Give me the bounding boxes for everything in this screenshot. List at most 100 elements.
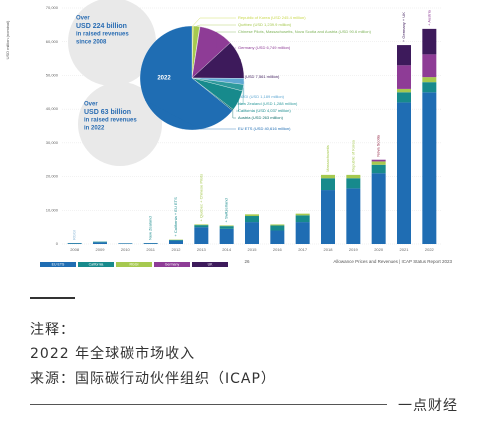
- bar-segment: [346, 178, 361, 189]
- bar-segment: [270, 230, 285, 244]
- pie-label: EU ETS (USD 40,616 million): [238, 126, 291, 131]
- bar-segment: [270, 224, 285, 226]
- legend-label: RGGI: [130, 263, 139, 267]
- bar-segment: [219, 226, 234, 229]
- bar-segment: [219, 225, 234, 227]
- bar-annotation: + Germany + UK: [401, 12, 406, 42]
- bar-segment: [245, 222, 259, 244]
- note-label: 注释：: [30, 322, 75, 338]
- bar-annotation: New Zealand: [148, 216, 153, 240]
- pie-label: California (USD 4,037 million): [238, 108, 291, 113]
- bar-segment: [245, 216, 259, 223]
- x-tick-label: 2013: [197, 247, 207, 252]
- bar-segment: [397, 92, 411, 103]
- callout-circle: [78, 82, 162, 166]
- bar-segment: [93, 241, 107, 243]
- bar-annotation: Massachusetts: [325, 145, 330, 172]
- legend-label: Germany: [165, 263, 180, 267]
- bar-segment: [169, 239, 183, 241]
- bar-segment: [397, 88, 411, 93]
- x-tick-label: 2010: [121, 247, 131, 252]
- chart: USD million (nominal) 26 Allowance Price…: [5, 0, 453, 267]
- pie-label: Québec (USD 1,239.9 million): [238, 22, 292, 27]
- bar-annotation: + Switzerland: [224, 198, 229, 222]
- bar-segment: [371, 161, 386, 165]
- y-tick-label: 20,000: [46, 174, 59, 179]
- bar-segment: [194, 225, 209, 228]
- x-tick-label: 2019: [349, 247, 359, 252]
- legend-label: UK: [208, 263, 214, 267]
- x-tick-label: 2018: [324, 247, 334, 252]
- bar-segment: [245, 214, 259, 217]
- bar-segment: [346, 188, 361, 244]
- x-tick-label: 2012: [172, 247, 182, 252]
- pie-label: Chinese Pilots, Massachusetts, Nova Scot…: [238, 29, 372, 34]
- bar-segment: [67, 243, 82, 244]
- note-source: 来源：国际碳行动伙伴组织（ICAP）: [30, 371, 276, 387]
- x-tick-label: 2022: [425, 247, 435, 252]
- x-tick-label: 2021: [400, 247, 410, 252]
- x-tick-label: 2020: [374, 247, 384, 252]
- x-tick-label: 2015: [248, 247, 258, 252]
- callout-text: since 2008: [76, 40, 107, 46]
- bar-segment: [321, 178, 335, 191]
- y-tick-label: 70,000: [46, 5, 59, 10]
- callout-text: Over: [76, 16, 90, 22]
- pie-label: New Zealand (USD 1,288 million): [238, 101, 298, 106]
- y-axis-label: USD million (nominal): [5, 20, 10, 59]
- bar-segment: [194, 227, 209, 244]
- bar-annotation: + Austria: [426, 9, 431, 25]
- divider: [30, 404, 387, 405]
- legend-swatch: [154, 262, 190, 267]
- brand: 一点财经: [398, 398, 458, 414]
- bar-annotation: + California + EU ETS: [173, 197, 178, 237]
- bar-segment: [194, 224, 209, 226]
- bar-annotation: + Québec + Chinese Pilots: [198, 174, 203, 222]
- bar-segment: [219, 228, 234, 244]
- x-tick-label: 2011: [146, 247, 155, 252]
- x-tick-label: 2017: [298, 247, 308, 252]
- y-tick-label: 50,000: [46, 72, 59, 77]
- divider: [30, 297, 75, 299]
- x-tick-label: 2014: [222, 247, 232, 252]
- bar-segment: [422, 77, 437, 83]
- callout-text: Over: [84, 102, 98, 108]
- leader-line: [236, 100, 239, 112]
- bar-segment: [321, 190, 335, 244]
- callout-text: in raised revenues: [84, 118, 137, 124]
- legend-label: EU ETS: [52, 263, 65, 267]
- bar-segment: [169, 240, 183, 244]
- bar-segment: [321, 174, 335, 179]
- y-tick-label: 0: [56, 241, 59, 246]
- bar-segment: [93, 242, 107, 244]
- legend-swatch: [192, 262, 228, 267]
- legend-label: California: [89, 263, 104, 267]
- leader-line: [236, 87, 244, 105]
- pie-label: UK (USD 7,561 million): [238, 74, 280, 79]
- x-tick-label: 2009: [96, 247, 106, 252]
- y-tick-label: 60,000: [46, 39, 59, 44]
- bar-annotation: RGGI: [72, 230, 77, 240]
- leader-line: [144, 100, 236, 130]
- bar-segment: [371, 159, 386, 162]
- bar-segment: [118, 243, 133, 244]
- pie-label: Republic of Korea (USD 245.4 million): [238, 15, 306, 20]
- bar-segment: [295, 215, 310, 223]
- pie-label: Austria (USD 263 million): [238, 115, 284, 120]
- bar-segment: [397, 65, 411, 89]
- x-tick-label: 2016: [273, 247, 283, 252]
- bar-segment: [371, 164, 386, 174]
- y-tick-label: 40,000: [46, 106, 59, 111]
- y-tick-label: 30,000: [46, 140, 59, 145]
- bar-annotation: Nova Scotia: [376, 134, 381, 156]
- leader-line: [232, 110, 236, 119]
- bar-segment: [295, 222, 310, 244]
- callout-text: in 2022: [84, 126, 105, 132]
- legend-swatch: [78, 262, 114, 267]
- leader-line: [196, 24, 236, 27]
- leader-line: [236, 59, 241, 78]
- bar-segment: [422, 82, 437, 93]
- page-number: 26: [244, 259, 250, 264]
- y-tick-label: 10,000: [46, 207, 59, 212]
- callout-circle: [68, 0, 156, 86]
